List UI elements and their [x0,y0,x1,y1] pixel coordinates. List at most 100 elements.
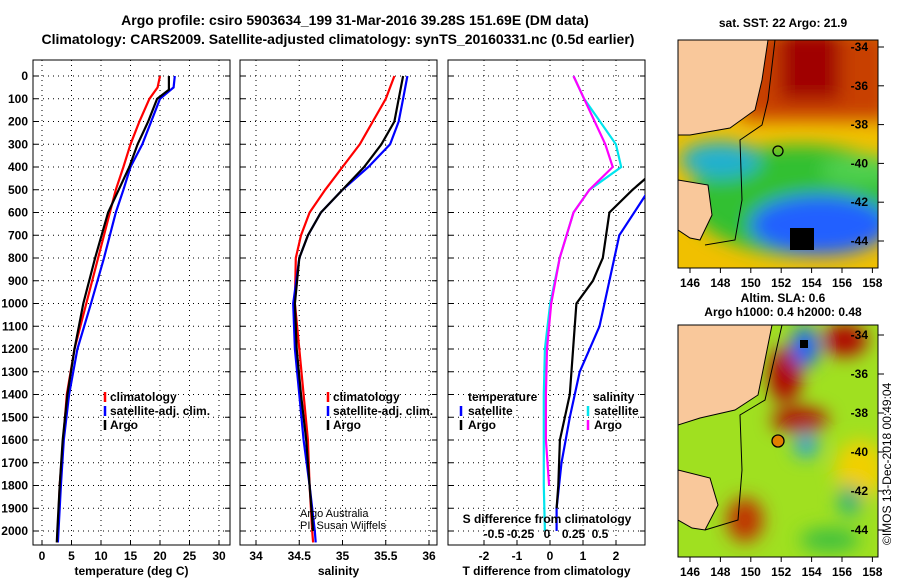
y-tick-label: 1100 [2,319,28,333]
y-tick-label: 800 [8,251,28,265]
x-tick-label: 1 [580,549,587,563]
sla-map: Altim. SLA: 0.6 Argo h1000: 0.4 h2000: 0… [677,291,884,579]
lat-tick-label: -38 [851,406,869,420]
y-tick-label: 700 [8,228,28,242]
lat-tick-label: -40 [851,156,869,170]
lat-tick-label: -40 [851,445,869,459]
y-tick-label: 1600 [1,433,28,447]
lon-tick-label: 158 [862,565,882,579]
credit-text: ©IMOS 13-Dec-2018 00:49:04 [880,382,894,545]
panel-1: 0100200300400500600700800900100011001200… [1,59,231,578]
legend-label: Argo [468,418,496,432]
lat-tick-label: -44 [851,523,869,537]
legend-label: Argo [333,418,361,432]
x-axis-label: salinity [318,564,360,578]
lat-tick-label: -34 [851,328,869,342]
x-tick-label: 36 [422,549,436,563]
legend-title-temperature: temperature [468,390,538,404]
series-line-argo [293,75,405,532]
lon-tick-label: 154 [802,276,822,290]
x-tick-label: -1 [512,549,523,563]
series-line-argo [55,76,170,543]
x-axis-label: T difference from climatology [462,564,630,578]
lat-tick-label: -42 [851,195,869,209]
x-tick-label: -2 [479,549,490,563]
series-line-climatology [56,75,162,543]
plot-frame [239,59,438,546]
lon-tick-label: 146 [680,276,700,290]
lat-tick-label: -44 [851,234,869,248]
x-tick-label: 10 [94,549,108,563]
lat-tick-label: -34 [851,40,869,54]
lon-tick-label: 154 [802,565,822,579]
plot-frame [447,59,646,546]
s-tick-label: -0.25 [507,527,535,541]
lon-tick-label: 156 [832,565,852,579]
s-tick-label: 0.5 [592,527,609,541]
legend-label: climatology [110,390,177,404]
sst-map-title: sat. SST: 22 Argo: 21.9 [719,16,848,30]
y-tick-label: 100 [8,92,28,106]
y-tick-label: 1300 [1,365,28,379]
lat-tick-label: -36 [851,79,869,93]
y-tick-label: 1000 [1,297,28,311]
x-tick-label: 34 [249,549,263,563]
legend-label: satellite-adj. clim. [110,404,210,418]
y-tick-label: 1800 [1,479,28,493]
series-line-temperature-argo [555,177,645,509]
title-line-1: Argo profile: csiro 5903634_199 31-Mar-2… [121,12,589,28]
legend-label: satellite [468,404,513,418]
x-tick-label: 25 [183,549,197,563]
sla-map-title-2: Argo h1000: 0.4 h2000: 0.48 [704,305,862,319]
lon-tick-label: 148 [710,565,730,579]
annotation-text: PI: Susan Wijffels [300,520,386,532]
y-tick-label: 300 [8,137,28,151]
y-tick-label: 1500 [1,410,28,424]
y-tick-label: 1700 [1,456,28,470]
x-tick-label: 5 [68,549,75,563]
lon-tick-label: 152 [771,565,791,579]
lon-tick-label: 158 [862,276,882,290]
lat-tick-label: -38 [851,118,869,132]
x-tick-label: 34.5 [288,549,312,563]
x-tick-label: 2 [613,549,620,563]
legend-label: satellite [594,404,639,418]
y-tick-label: 400 [8,160,28,174]
s-axis-label: S difference from climatology [463,512,632,526]
y-tick-label: 900 [8,274,28,288]
y-tick-label: 1400 [1,388,28,402]
lon-tick-label: 146 [680,565,700,579]
sst-map: sat. SST: 22 Argo: 21.9 146 148 150 152 154 1… [677,16,884,290]
lat-tick-label: -42 [851,484,869,498]
series-line-satellite-adj-clim- [292,75,409,543]
x-tick-label: 35.5 [374,549,398,563]
y-tick-label: 0 [21,69,28,83]
legend-label: Argo [594,418,622,432]
legend-label: satellite-adj. clim. [333,404,433,418]
legend-label: Argo [110,418,138,432]
lon-tick-label: 150 [741,276,761,290]
lat-tick-label: -36 [851,367,869,381]
lon-tick-label: 148 [710,276,730,290]
lon-tick-label: 152 [771,276,791,290]
x-tick-label: 30 [212,549,226,563]
x-tick-label: 20 [153,549,167,563]
annotation-text: Argo Australia [300,508,369,520]
series-line-salinity-satellite [542,75,623,532]
y-tick-label: 1900 [1,501,28,515]
legend-label: climatology [333,390,400,404]
x-tick-label: 0 [547,549,554,563]
s-tick-label: -0.5 [484,527,505,541]
panel-2: 34 34.5 35 35.5 36 salinity climatologysatelli… [239,59,438,578]
panel-3: -2 -1 0 1 2T difference from climatology temp… [447,59,646,578]
y-tick-label: 600 [8,206,28,220]
x-tick-label: 0 [39,549,46,563]
series-line-salinity-argo [544,75,614,486]
sla-map-title-1: Altim. SLA: 0.6 [741,291,826,305]
x-tick-label: 15 [124,549,138,563]
series-line-satellite-adj-clim- [56,75,176,543]
y-tick-label: 2000 [1,524,28,538]
plot-frame [32,59,231,546]
